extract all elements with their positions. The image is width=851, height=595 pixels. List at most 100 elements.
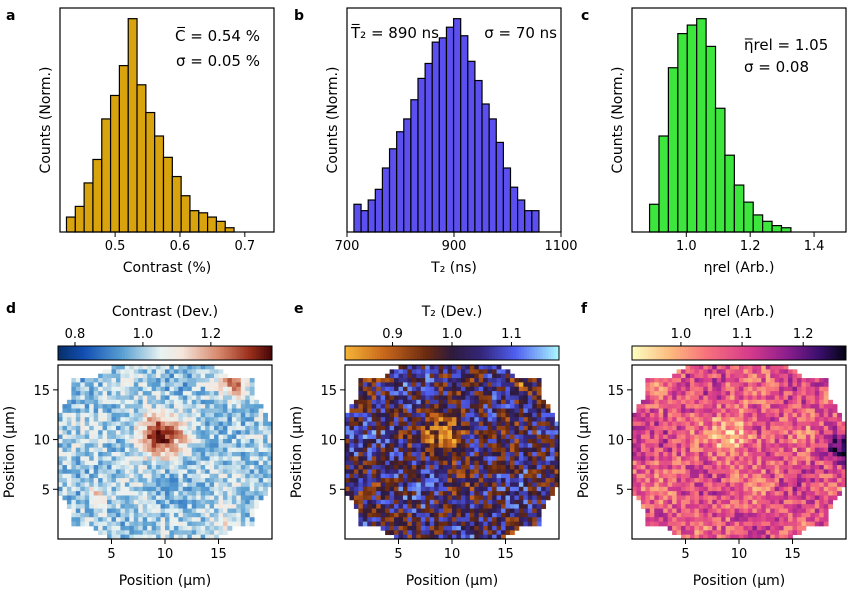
heatmap-pixel [694, 482, 700, 488]
heatmap-pixel [814, 412, 820, 418]
heatmap-pixel [739, 443, 744, 449]
heatmap-pixel [505, 512, 511, 518]
heatmap-pixel [263, 491, 268, 496]
heatmap-pixel [645, 395, 651, 401]
heatmap-pixel [191, 469, 197, 475]
heatmap-pixel [523, 478, 529, 483]
heatmap-pixel [385, 482, 390, 488]
heatmap-pixel [358, 443, 364, 449]
heatmap-pixel [240, 443, 246, 449]
heatmap-pixel [394, 460, 399, 466]
heatmap-pixel [672, 465, 677, 470]
heatmap-pixel [102, 452, 108, 457]
heatmap-pixel [532, 443, 538, 449]
heatmap-pixel [173, 443, 179, 449]
heatmap-pixel [227, 412, 233, 418]
heatmap-pixel [133, 530, 139, 536]
heatmap-pixel [796, 404, 802, 409]
colorbar-segment [63, 346, 67, 360]
heatmap-pixel [385, 430, 390, 435]
heatmap-pixel [218, 504, 224, 509]
heatmap-pixel [353, 491, 359, 496]
heatmap-pixel [142, 478, 148, 483]
heatmap-pixel [694, 404, 700, 409]
heatmap-pixel [367, 491, 373, 496]
heatmap-pixel [120, 452, 126, 457]
heatmap-pixel [734, 447, 740, 453]
heatmap-pixel [367, 382, 373, 388]
heatmap-pixel [429, 478, 435, 483]
heatmap-pixel [254, 434, 260, 440]
heatmap-pixel [685, 421, 691, 427]
heatmap-pixel [93, 504, 99, 509]
heatmap-pixel [133, 404, 139, 409]
heatmap-pixel [218, 521, 224, 527]
heatmap-pixel [231, 404, 237, 409]
heatmap-pixel [218, 465, 224, 470]
heatmap-pixel [169, 369, 175, 375]
heatmap-pixel [734, 378, 740, 383]
histogram-bar [488, 118, 497, 233]
heatmap-pixel [721, 369, 727, 375]
heatmap-pixel [142, 404, 148, 409]
heatmap-pixel [721, 404, 727, 409]
heatmap-pixel [142, 491, 148, 496]
heatmap-pixel [443, 473, 448, 479]
heatmap-pixel [483, 447, 489, 453]
heatmap-pixel [663, 438, 669, 444]
heatmap-pixel [492, 447, 497, 453]
heatmap-pixel [492, 469, 497, 475]
heatmap-pixel [240, 404, 246, 409]
heatmap-pixel [178, 395, 184, 401]
heatmap-pixel [147, 443, 153, 449]
heatmap-pixel [509, 452, 515, 457]
heatmap-pixel [420, 399, 426, 405]
heatmap-pixel [425, 382, 431, 388]
heatmap-pixel [438, 473, 444, 479]
heatmap-pixel [107, 512, 112, 518]
heatmap-pixel [788, 421, 793, 427]
heatmap-pixel [536, 482, 542, 488]
heatmap-pixel [267, 456, 273, 462]
heatmap-pixel [249, 378, 255, 383]
heatmap-pixel [416, 452, 422, 457]
heatmap-pixel [841, 456, 847, 462]
heatmap-pixel [783, 447, 789, 453]
heatmap-pixel [187, 508, 193, 514]
heatmap-pixel [62, 452, 68, 457]
heatmap-pixel [231, 408, 237, 414]
heatmap-pixel [407, 399, 413, 405]
heatmap-pixel [438, 456, 444, 462]
heatmap-pixel [111, 365, 117, 370]
heatmap-pixel [182, 412, 188, 418]
heatmap-pixel [66, 478, 72, 483]
heatmap-pixel [245, 443, 251, 449]
heatmap-pixel [345, 478, 350, 483]
heatmap-pixel [725, 425, 731, 431]
heatmap-pixel [685, 386, 691, 392]
heatmap-pixel [788, 425, 793, 431]
heatmap-pixel [89, 482, 95, 488]
heatmap-pixel [434, 434, 440, 440]
heatmap-pixel [102, 369, 108, 375]
heatmap-pixel [805, 473, 811, 479]
heatmap-pixel [465, 465, 471, 470]
colorbar-segment [151, 346, 155, 360]
heatmap-pixel [385, 447, 390, 453]
heatmap-pixel [245, 399, 251, 405]
heatmap-pixel [138, 382, 144, 388]
heatmap-pixel [142, 369, 148, 375]
heatmap-pixel [75, 378, 81, 383]
heatmap-pixel [810, 478, 816, 483]
heatmap-pixel [367, 465, 373, 470]
heatmap-pixel [160, 425, 166, 431]
heatmap-pixel [254, 499, 260, 505]
heatmap-pixel [129, 517, 135, 522]
heatmap-pixel [554, 425, 560, 431]
heatmap-pixel [420, 391, 426, 396]
heatmap-pixel [249, 478, 255, 483]
heatmap-pixel [120, 482, 126, 488]
heatmap-pixel [160, 478, 166, 483]
heatmap-pixel [694, 434, 700, 440]
